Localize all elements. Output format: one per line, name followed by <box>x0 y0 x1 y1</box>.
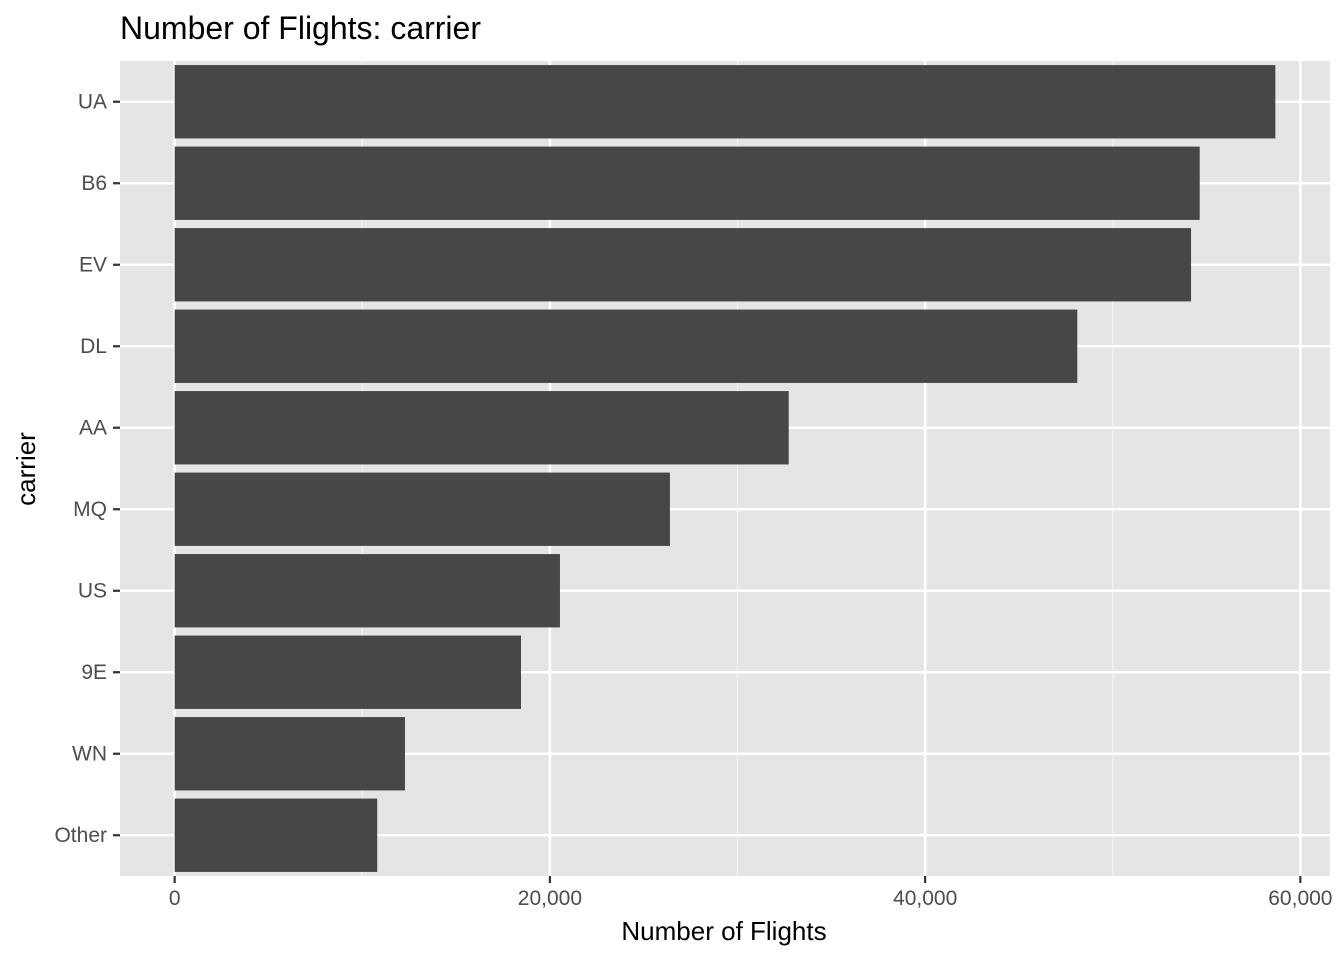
y-tick-label: UA <box>78 90 107 113</box>
bar-9e <box>174 635 522 709</box>
bar-ev <box>174 228 1192 302</box>
y-tick-label: AA <box>79 416 107 439</box>
x-tick-label: 60,000 <box>1268 887 1332 910</box>
bar-aa <box>174 391 789 465</box>
y-tick-label: B6 <box>81 172 107 195</box>
y-tick-label: Other <box>54 824 107 847</box>
y-tick-label: DL <box>80 335 107 358</box>
chart-title: Number of Flights: carrier <box>120 10 481 46</box>
y-axis: UA B6 EV DL AA MQ US 9E WN Other <box>54 90 120 847</box>
bar-us <box>174 554 560 628</box>
bar-mq <box>174 472 670 546</box>
y-tick-label: MQ <box>73 498 107 521</box>
y-tick-label: US <box>78 579 107 602</box>
bar-dl <box>174 309 1078 383</box>
x-axis: 0 20,000 40,000 60,000 <box>169 876 1332 910</box>
x-tick-label: 0 <box>169 887 181 910</box>
y-tick-label: EV <box>79 253 107 276</box>
bar-b6 <box>174 146 1200 220</box>
x-tick-label: 20,000 <box>518 887 582 910</box>
bar-ua <box>174 65 1276 139</box>
bar-other <box>174 798 378 872</box>
bar-wn <box>174 717 405 791</box>
y-tick-label: 9E <box>81 661 107 684</box>
x-tick-label: 40,000 <box>893 887 957 910</box>
y-tick-label: WN <box>72 742 107 765</box>
bars <box>174 65 1276 872</box>
x-axis-title: Number of Flights <box>621 916 826 946</box>
y-axis-title: carrier <box>11 432 41 506</box>
